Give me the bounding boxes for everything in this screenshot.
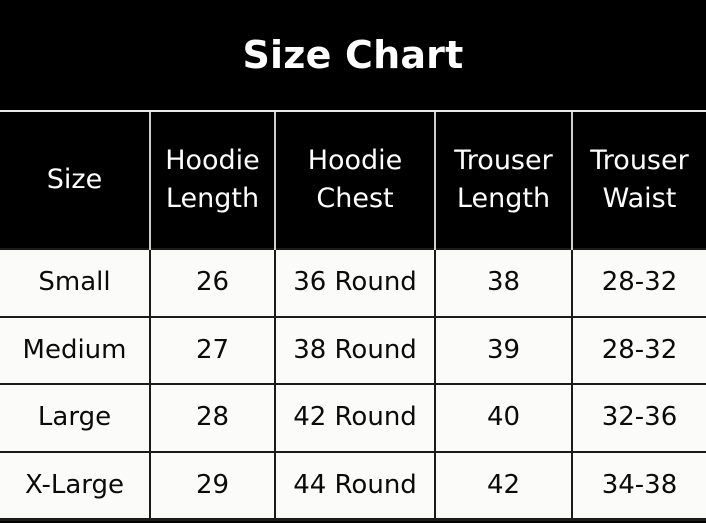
table-row: Small 26 36 Round 38 28-32 [0,248,706,317]
column-header-trouser-length-line2: Length [456,183,551,214]
cell-trouser-waist: 28-32 [571,248,706,317]
column-header-hoodie-chest-line2: Chest [316,183,394,214]
cell-hoodie-chest: 42 Round [274,383,435,452]
cell-trouser-length: 38 [434,248,572,317]
column-header-trouser-waist-line1: Trouser [590,144,689,176]
title-band: Size Chart [0,0,706,110]
cell-trouser-length: 42 [434,450,572,521]
column-header-size-line1: Size [46,163,103,195]
column-header-trouser-length: Trouser Length [434,110,572,249]
page-title: Size Chart [242,33,464,77]
cell-hoodie-length: 29 [149,450,275,521]
table-body: Small 26 36 Round 38 28-32 Medium 27 38 … [0,248,706,521]
column-header-hoodie-chest-line1: Hoodie [307,144,403,176]
table-row: X-Large 29 44 Round 42 34-38 [0,450,706,521]
column-header-trouser-length-line1: Trouser [454,144,553,176]
table-row: Large 28 42 Round 40 32-36 [0,383,706,452]
column-header-trouser-waist-line2: Waist [602,183,677,214]
cell-trouser-length: 39 [434,315,572,384]
table-header: Size Hoodie Length Hoodie Chest Trouser … [0,110,706,249]
cell-trouser-waist: 32-36 [571,383,706,452]
cell-trouser-length: 40 [434,383,572,452]
column-header-hoodie-length-line2: Length [165,183,260,214]
size-chart-table: Size Hoodie Length Hoodie Chest Trouser … [0,110,706,521]
header-row: Size Hoodie Length Hoodie Chest Trouser … [0,110,706,249]
cell-size: Small [0,248,150,317]
column-header-size: Size [0,110,150,249]
cell-size: Large [0,383,150,452]
table-row: Medium 27 38 Round 39 28-32 [0,315,706,384]
cell-size: Medium [0,315,150,384]
cell-size: X-Large [0,450,150,521]
cell-hoodie-chest: 44 Round [274,450,435,521]
column-header-hoodie-length-line1: Hoodie [165,144,260,176]
column-header-hoodie-chest: Hoodie Chest [274,110,435,249]
cell-trouser-waist: 34-38 [571,450,706,521]
column-header-hoodie-length: Hoodie Length [149,110,275,249]
cell-hoodie-length: 26 [149,248,275,317]
cell-hoodie-length: 28 [149,383,275,452]
cell-trouser-waist: 28-32 [571,315,706,384]
cell-hoodie-chest: 38 Round [274,315,435,384]
cell-hoodie-chest: 36 Round [274,248,435,317]
cell-hoodie-length: 27 [149,315,275,384]
column-header-trouser-waist: Trouser Waist [571,110,706,249]
